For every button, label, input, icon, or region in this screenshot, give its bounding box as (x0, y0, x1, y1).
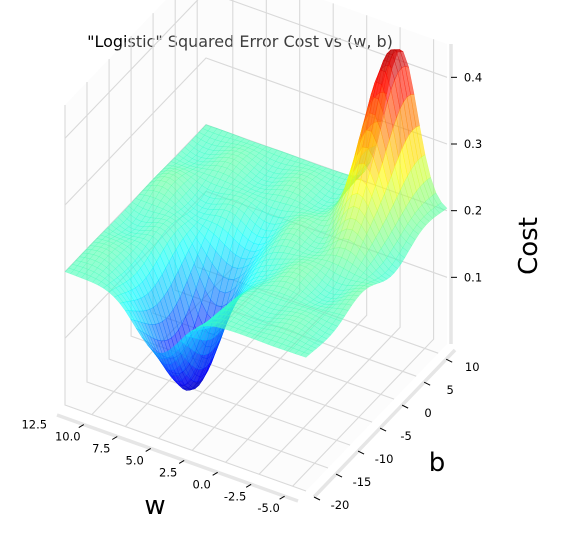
cost-tick-label: 0.3 (464, 137, 482, 151)
w-tick-label: -5.0 (257, 501, 279, 515)
w-tick-label: 10.0 (55, 430, 81, 444)
w-tick-label: 0.0 (193, 477, 211, 491)
b-tick-label: 0 (424, 406, 431, 420)
cost-tick-label: 0.4 (464, 70, 482, 84)
w-tick-label: 5.0 (126, 453, 144, 467)
w-tick-label: 12.5 (21, 418, 47, 432)
chart-title: "Logistic" Squared Error Cost vs (w, b) (87, 32, 393, 51)
b-tick-label: -20 (331, 498, 350, 512)
w-tick-label: 2.5 (159, 465, 177, 479)
b-tick-label: 10 (465, 360, 480, 374)
w-axis-line (56, 413, 299, 503)
w-axis-tick-labels: -5.0 -2.5 0.0 2.5 5.0 7.5 10.0 12.5 (21, 418, 285, 515)
w-tick-label: 7.5 (92, 442, 110, 456)
w-tick-mark (279, 495, 285, 500)
cost-axis-tick-labels: 0.1 0.2 0.3 0.4 (451, 70, 482, 284)
b-axis-line (312, 348, 457, 499)
b-tick-label: -15 (353, 475, 372, 489)
b-tick-mark (445, 358, 453, 363)
w-axis-label: w (144, 491, 165, 521)
w-tick-mark (212, 471, 218, 476)
b-tick-mark (357, 450, 365, 455)
cost-surface (64, 49, 448, 391)
surface-facet (300, 352, 310, 358)
b-tick-label: -10 (375, 452, 394, 466)
cost-grid-line (64, 0, 448, 139)
w-tick-label: -2.5 (224, 489, 246, 503)
w-tick-mark (245, 483, 252, 488)
b-tick-label: 5 (447, 383, 454, 397)
b-tick-mark (335, 473, 343, 478)
cost-tick-label: 0.1 (464, 270, 482, 284)
b-tick-mark (379, 427, 387, 432)
b-axis-label: b (429, 448, 446, 478)
cost-axis-label: Cost (514, 217, 544, 275)
b-tick-mark (313, 496, 321, 501)
b-axis-tick-labels: -20-15-10 -5 0 5 10 (313, 358, 480, 512)
w-tick-mark (145, 448, 151, 452)
cost-tick-label: 0.2 (464, 204, 482, 218)
b-tick-label: -5 (400, 429, 411, 443)
b-tick-mark (423, 381, 431, 386)
w-tick-mark (178, 459, 185, 464)
w-tick-mark (78, 424, 85, 428)
w-tick-mark (111, 436, 118, 440)
b-tick-mark (401, 404, 409, 409)
